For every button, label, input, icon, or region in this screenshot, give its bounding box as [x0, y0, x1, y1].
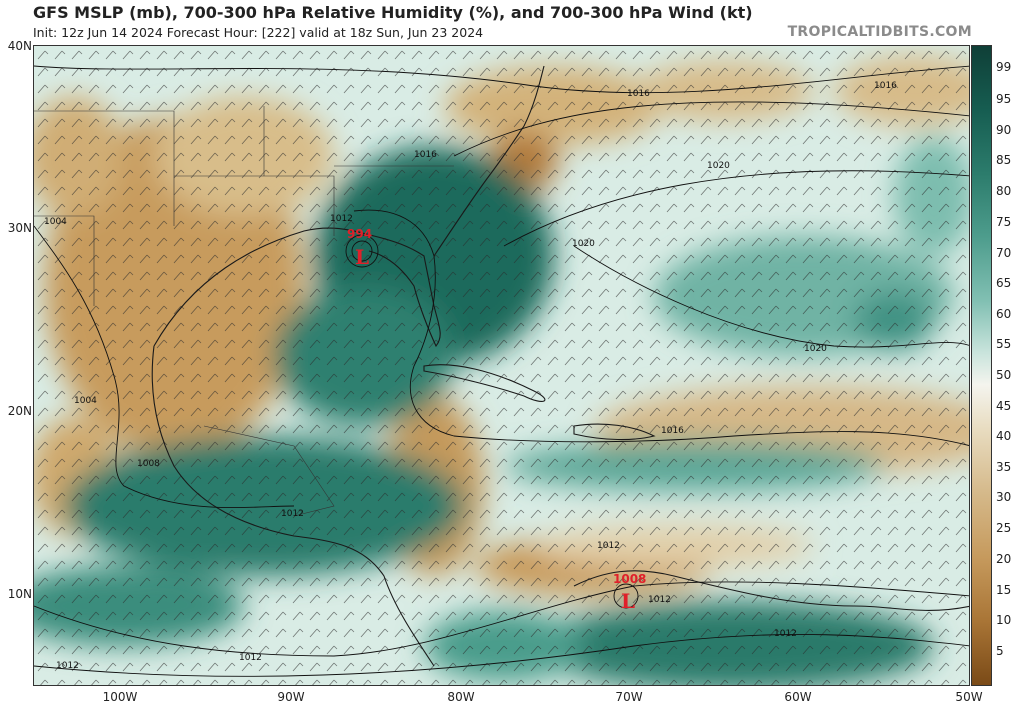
lon-label-70w: 70W	[615, 690, 643, 704]
colorbar-label: 75	[996, 215, 1012, 229]
isobar-label: 1020	[707, 161, 730, 171]
isobar-label: 1016	[414, 150, 437, 160]
humidity-colorbar	[971, 45, 992, 686]
colorbar-label: 80	[996, 184, 1012, 198]
isobar-label: 1004	[44, 217, 67, 227]
low-center-1008: 1008 L	[613, 572, 646, 613]
colorbar-label: 99	[996, 60, 1012, 74]
low-symbol: L	[355, 245, 369, 269]
colorbar-label: 60	[996, 307, 1012, 321]
lon-label-50w: 50W	[955, 690, 983, 704]
map-panel: 1016 1016 1016 1012 1004 1020 1020 1020 …	[33, 45, 970, 686]
isobar-label: 1008	[137, 459, 160, 469]
wind-barbs	[34, 46, 969, 685]
colorbar-label: 65	[996, 276, 1012, 290]
lon-label-60w: 60W	[784, 690, 812, 704]
map-subtitle: Init: 12z Jun 14 2024 Forecast Hour: [22…	[33, 25, 484, 40]
lat-label-40n: 40N	[7, 39, 32, 53]
isobar-label: 1016	[661, 426, 684, 436]
isobar-label: 1012	[597, 541, 620, 551]
colorbar-label: 25	[996, 521, 1012, 535]
isobar-label: 1012	[239, 653, 262, 663]
low-pressure-value: 994	[347, 227, 372, 241]
lat-label-30n: 30N	[7, 221, 32, 235]
map-canvas: 1016 1016 1016 1012 1004 1020 1020 1020 …	[34, 46, 969, 685]
colorbar-label: 85	[996, 153, 1012, 167]
isobar-label: 1004	[74, 396, 97, 406]
colorbar-label: 70	[996, 246, 1012, 260]
lat-label-10n: 10N	[7, 587, 32, 601]
colorbar-label: 55	[996, 337, 1012, 351]
colorbar-label: 15	[996, 583, 1012, 597]
isobar-label: 1020	[804, 344, 827, 354]
lon-label-90w: 90W	[277, 690, 305, 704]
colorbar-label: 5	[996, 644, 1004, 658]
isobar-label: 1012	[330, 214, 353, 224]
colorbar-label: 40	[996, 429, 1012, 443]
map-title: GFS MSLP (mb), 700-300 hPa Relative Humi…	[33, 3, 753, 22]
isobars	[34, 65, 969, 677]
lon-label-100w: 100W	[102, 690, 138, 704]
colorbar-label: 90	[996, 123, 1012, 137]
isobar-label: 1012	[648, 595, 671, 605]
lat-label-20n: 20N	[7, 404, 32, 418]
colorbar-label: 50	[996, 368, 1012, 382]
isobar-label: 1016	[874, 81, 897, 91]
colorbar-label: 45	[996, 399, 1012, 413]
colorbar-label: 30	[996, 490, 1012, 504]
isobar-label: 1020	[572, 239, 595, 249]
colorbar-label: 95	[996, 92, 1012, 106]
lon-label-80w: 80W	[447, 690, 475, 704]
low-symbol: L	[621, 589, 635, 613]
coastlines	[151, 65, 969, 667]
colorbar-label: 20	[996, 552, 1012, 566]
colorbar-label: 10	[996, 613, 1012, 627]
isobar-label: 1012	[56, 661, 79, 671]
low-pressure-value: 1008	[613, 572, 646, 586]
state-borders	[34, 106, 454, 517]
isobar-label: 1012	[281, 509, 304, 519]
isobar-labels: 1016 1016 1016 1012 1004 1020 1020 1020 …	[44, 81, 897, 671]
low-center-994: 994 L	[347, 227, 372, 269]
colorbar-label: 35	[996, 460, 1012, 474]
isobar-label: 1012	[774, 629, 797, 639]
isobar-label: 1016	[627, 89, 650, 99]
site-credit: TROPICALTIDBITS.COM	[787, 24, 972, 40]
